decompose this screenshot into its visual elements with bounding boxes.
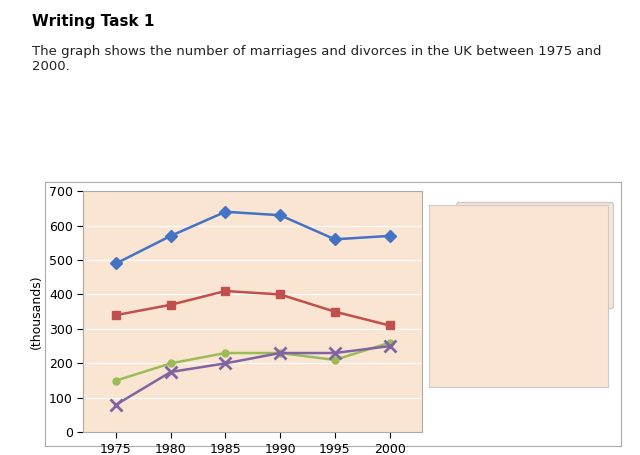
Legend: total marriages, 1st marriages, 2nd marriages, divorces: total marriages, 1st marriages, 2nd marr…: [456, 202, 613, 308]
Text: The graph shows the number of marriages and divorces in the UK between 1975 and
: The graph shows the number of marriages …: [32, 46, 602, 74]
Y-axis label: (thousands): (thousands): [30, 274, 44, 349]
Text: Writing Task 1: Writing Task 1: [32, 14, 154, 29]
